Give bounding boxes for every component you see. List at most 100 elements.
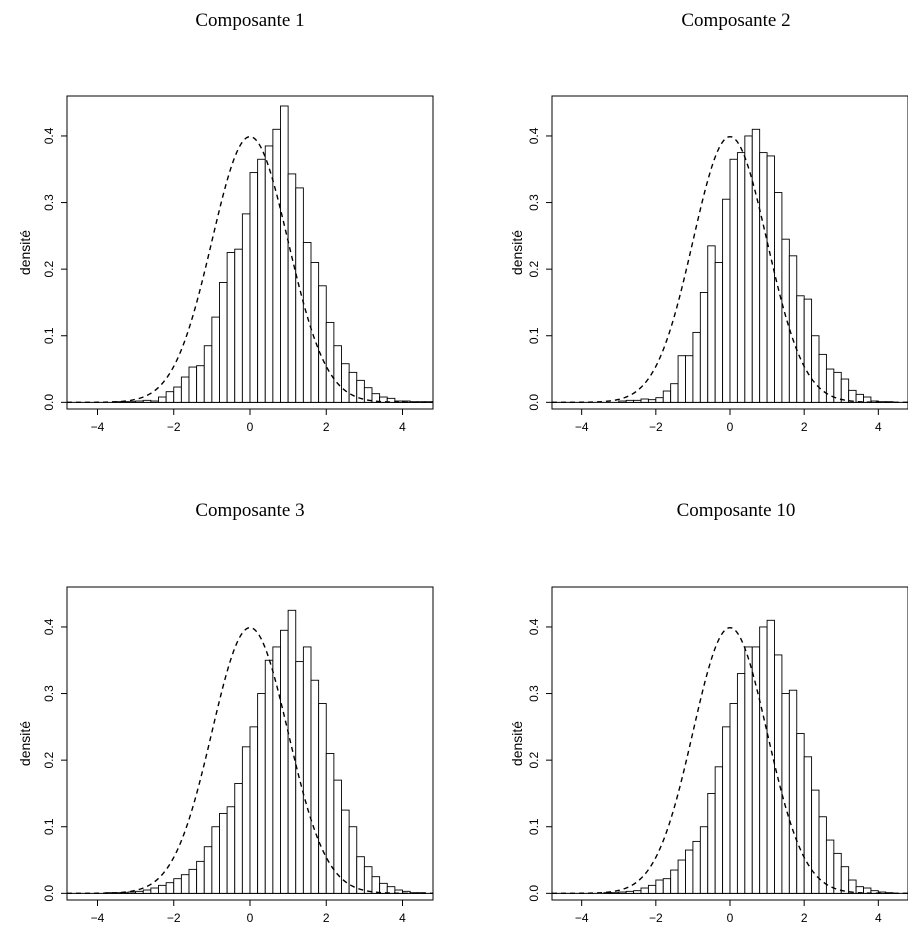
x-tick-label: −2 (167, 911, 181, 925)
x-tick-label: 2 (801, 911, 808, 925)
histogram-bar (280, 105, 289, 403)
y-tick-label: 0.3 (527, 194, 541, 211)
histogram-bar (774, 654, 783, 894)
x-tick-label: 2 (323, 911, 330, 925)
histogram-bar (226, 806, 236, 894)
x-tick-label: 0 (247, 911, 254, 925)
y-tick-label: 0.0 (42, 394, 56, 411)
x-tick-label: 0 (247, 420, 254, 434)
histogram-bar (729, 158, 738, 403)
y-tick-label: 0.2 (527, 260, 541, 277)
chart-title: Composante 2 (681, 10, 790, 31)
histogram-bar (318, 285, 327, 403)
y-tick-label: 0.4 (42, 618, 56, 635)
histogram-bar (142, 889, 152, 894)
histogram-bar (249, 726, 259, 894)
histogram-bar (803, 756, 813, 894)
histogram-bar (188, 868, 198, 894)
histogram-panel: Composante 1 −4 −2 0 2 4 0.0 0.1 0.2 0.3 0.4 densit… (17, 10, 434, 434)
histogram-bar (196, 365, 205, 403)
y-tick-label: 0.1 (527, 327, 541, 344)
histogram-bar (707, 245, 716, 403)
histogram-bar (211, 826, 220, 894)
histogram-bar (759, 152, 768, 403)
histogram-bar (127, 891, 137, 894)
histogram-bar (670, 383, 679, 403)
histogram-bar (714, 262, 724, 403)
histogram-bar (610, 892, 620, 894)
histogram-bar (135, 400, 144, 403)
x-tick-label: −4 (91, 911, 105, 925)
histogram-bar (759, 626, 768, 894)
histogram-bar (714, 766, 724, 894)
histogram-bar (158, 396, 167, 403)
histogram-bar (840, 866, 850, 894)
y-tick-label: 0.2 (42, 260, 56, 277)
density-curve (552, 135, 908, 404)
y-axis-label: densité (509, 230, 525, 275)
histogram-bar (203, 846, 213, 894)
histogram-bar (310, 262, 320, 403)
histogram-bar (647, 884, 657, 894)
histogram-bar (180, 376, 190, 403)
histogram-bar (722, 198, 731, 403)
histogram-bar (707, 792, 716, 894)
x-tick-label: 0 (727, 911, 734, 925)
chart-title: Composante 10 (677, 500, 796, 521)
histogram-bar (325, 753, 335, 894)
histogram-bar (341, 363, 350, 403)
x-tick-label: −2 (649, 911, 663, 925)
histogram-bar (348, 371, 358, 403)
histogram-bar (803, 298, 813, 403)
y-axis-label: densité (17, 230, 33, 275)
histogram-bar (356, 856, 365, 894)
histogram-bar (811, 335, 820, 403)
histogram-bar (211, 316, 220, 403)
histogram-bar (203, 345, 213, 403)
histogram-bar (685, 355, 694, 403)
x-tick-label: −4 (575, 911, 589, 925)
histogram-bar (729, 703, 738, 894)
histogram-bar (173, 878, 182, 894)
histogram-bar (766, 619, 775, 894)
histogram-bar (363, 866, 373, 894)
x-tick-label: 2 (801, 420, 808, 434)
histogram-bar (272, 646, 281, 894)
histogram-bar (196, 860, 205, 894)
histogram-bar (226, 252, 236, 403)
histogram-bar (722, 726, 731, 894)
x-tick-label: 4 (875, 420, 882, 434)
x-tick-label: −2 (649, 420, 663, 434)
histogram-bar (165, 391, 175, 403)
histogram-bar (257, 158, 266, 403)
histogram-bar (640, 887, 649, 894)
histogram-bar (348, 826, 358, 894)
histogram-bar (219, 282, 228, 403)
histogram-bar (158, 884, 167, 894)
x-tick-label: 4 (399, 911, 406, 925)
histogram-bar (142, 399, 152, 403)
histogram-bar (173, 386, 182, 403)
histogram-bar (781, 238, 790, 403)
histogram-bar (302, 242, 312, 403)
histogram-bar (625, 399, 635, 403)
density-curve (67, 626, 433, 895)
histogram-bar (318, 703, 327, 894)
histogram-bar (234, 248, 243, 403)
x-tick-label: 0 (727, 420, 734, 434)
histogram-bar (150, 400, 159, 403)
histogram-bar (135, 890, 144, 894)
density-curve (67, 135, 433, 404)
histogram-bar (655, 879, 664, 894)
histogram-bar (264, 659, 274, 894)
y-tick-label: 0.1 (42, 327, 56, 344)
x-tick-label: −2 (167, 420, 181, 434)
histogram-bar (796, 733, 805, 894)
histogram-bar (818, 353, 827, 403)
histogram-bar (257, 693, 266, 894)
y-tick-label: 0.0 (527, 394, 541, 411)
y-axis-label: densité (17, 721, 33, 766)
histogram-bar (234, 783, 243, 894)
histogram-panel: Composante 3 −4 −2 0 2 4 0.0 0.1 0.2 0.3 0.4 densit… (17, 500, 434, 925)
